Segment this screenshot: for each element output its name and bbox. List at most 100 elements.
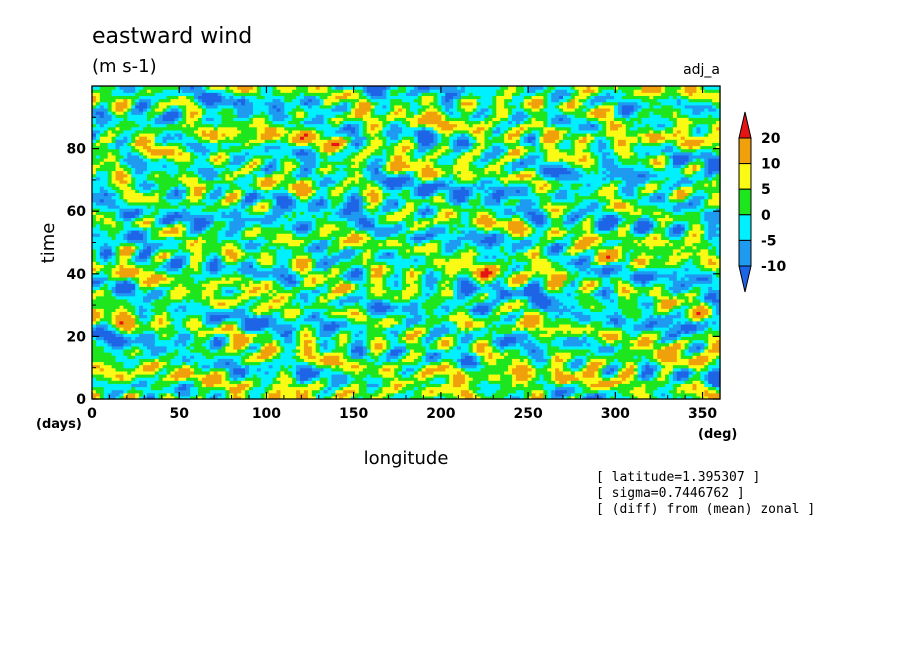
heatmap-cell xyxy=(131,392,136,397)
heatmap-cell xyxy=(543,339,548,344)
heatmap-cell xyxy=(621,389,627,394)
heatmap-cell xyxy=(449,389,454,394)
heatmap-cell xyxy=(127,389,132,394)
heatmap-cell xyxy=(453,380,458,384)
heatmap-cell xyxy=(272,352,278,356)
heatmap-cell xyxy=(406,323,411,328)
heatmap-cell xyxy=(374,339,380,344)
heatmap-cell xyxy=(162,320,168,325)
heatmap-cell xyxy=(625,330,631,334)
heatmap-cell xyxy=(197,358,203,363)
heatmap-cell xyxy=(166,330,172,334)
heatmap-cell xyxy=(296,370,301,375)
heatmap-cell xyxy=(665,361,670,366)
heatmap-cell xyxy=(358,314,364,319)
heatmap-cell xyxy=(103,298,109,303)
heatmap-cell xyxy=(445,392,450,397)
heatmap-cell xyxy=(684,373,690,378)
heatmap-cell xyxy=(582,308,588,312)
heatmap-cell xyxy=(103,339,109,344)
heatmap-cell xyxy=(708,389,713,394)
heatmap-cell xyxy=(645,361,650,366)
heatmap-cell xyxy=(390,311,395,316)
heatmap-cell xyxy=(672,330,678,334)
heatmap-cell xyxy=(668,301,674,306)
heatmap-cell xyxy=(539,383,544,388)
heatmap-cell xyxy=(205,358,211,363)
heatmap-cell xyxy=(582,370,588,375)
heatmap-cell xyxy=(217,358,223,363)
heatmap-cell xyxy=(111,358,117,363)
heatmap-cell xyxy=(162,358,168,363)
heatmap-cell xyxy=(515,395,521,400)
heatmap-cell xyxy=(260,301,266,306)
heatmap-cell xyxy=(433,327,438,331)
heatmap-cell xyxy=(429,327,435,331)
heatmap-cell xyxy=(139,342,144,347)
heatmap-cell xyxy=(641,358,647,363)
heatmap-cell xyxy=(653,370,658,375)
heatmap-cell xyxy=(515,305,521,309)
heatmap-cell xyxy=(504,370,509,375)
heatmap-cell xyxy=(476,317,482,322)
heatmap-cell xyxy=(570,301,576,306)
heatmap-cell xyxy=(209,389,215,394)
heatmap-cell xyxy=(256,336,262,341)
heatmap-cell xyxy=(519,336,525,341)
heatmap-cell xyxy=(633,339,639,344)
heatmap-cell xyxy=(464,345,470,350)
heatmap-cell xyxy=(641,311,647,316)
heatmap-cell xyxy=(429,320,435,325)
heatmap-cell xyxy=(684,327,690,331)
heatmap-cell xyxy=(284,301,289,306)
heatmap-cell xyxy=(390,320,395,325)
heatmap-cell xyxy=(264,377,270,381)
heatmap-cell xyxy=(559,311,564,316)
heatmap-cell xyxy=(158,342,164,347)
heatmap-cell xyxy=(201,305,207,309)
heatmap-cell xyxy=(249,348,254,353)
heatmap-cell xyxy=(331,361,336,366)
heatmap-cell xyxy=(92,339,97,344)
heatmap-cell xyxy=(696,355,701,359)
heatmap-cell xyxy=(449,361,454,366)
heatmap-cell xyxy=(268,395,274,400)
heatmap-cell xyxy=(170,339,176,344)
heatmap-cell xyxy=(107,352,113,356)
heatmap-cell xyxy=(139,355,144,359)
heatmap-cell xyxy=(668,311,674,316)
heatmap-cell xyxy=(378,345,384,350)
heatmap-cell xyxy=(543,320,548,325)
heatmap-cell xyxy=(229,358,234,363)
heatmap-cell xyxy=(716,361,721,366)
heatmap-cell xyxy=(610,377,615,381)
heatmap-cell xyxy=(563,330,568,334)
heatmap-cell xyxy=(480,395,486,400)
heatmap-cell xyxy=(523,345,529,350)
heatmap-cell xyxy=(178,348,183,353)
heatmap-cell xyxy=(343,370,348,375)
heatmap-cell xyxy=(527,311,533,316)
heatmap-cell xyxy=(150,383,156,388)
heatmap-cell xyxy=(606,323,611,328)
heatmap-cell xyxy=(559,348,564,353)
heatmap-cell xyxy=(602,367,607,372)
heatmap-cell xyxy=(402,367,407,372)
heatmap-cell xyxy=(563,370,568,375)
heatmap-cell xyxy=(515,345,521,350)
heatmap-cell xyxy=(641,333,647,337)
heatmap-cell xyxy=(311,395,317,400)
heatmap-cell xyxy=(280,352,285,356)
heatmap-cell xyxy=(460,308,466,312)
heatmap-cell xyxy=(543,386,548,391)
heatmap-cell xyxy=(366,386,372,391)
heatmap-cell xyxy=(354,380,360,384)
heatmap-cell xyxy=(539,314,544,319)
heatmap-cell xyxy=(449,370,454,375)
heatmap-cell xyxy=(99,311,105,316)
heatmap-cell xyxy=(260,314,266,319)
heatmap-cell xyxy=(535,373,541,378)
heatmap-cell xyxy=(99,377,105,381)
heatmap-cell xyxy=(354,305,360,309)
heatmap-cell xyxy=(425,301,431,306)
